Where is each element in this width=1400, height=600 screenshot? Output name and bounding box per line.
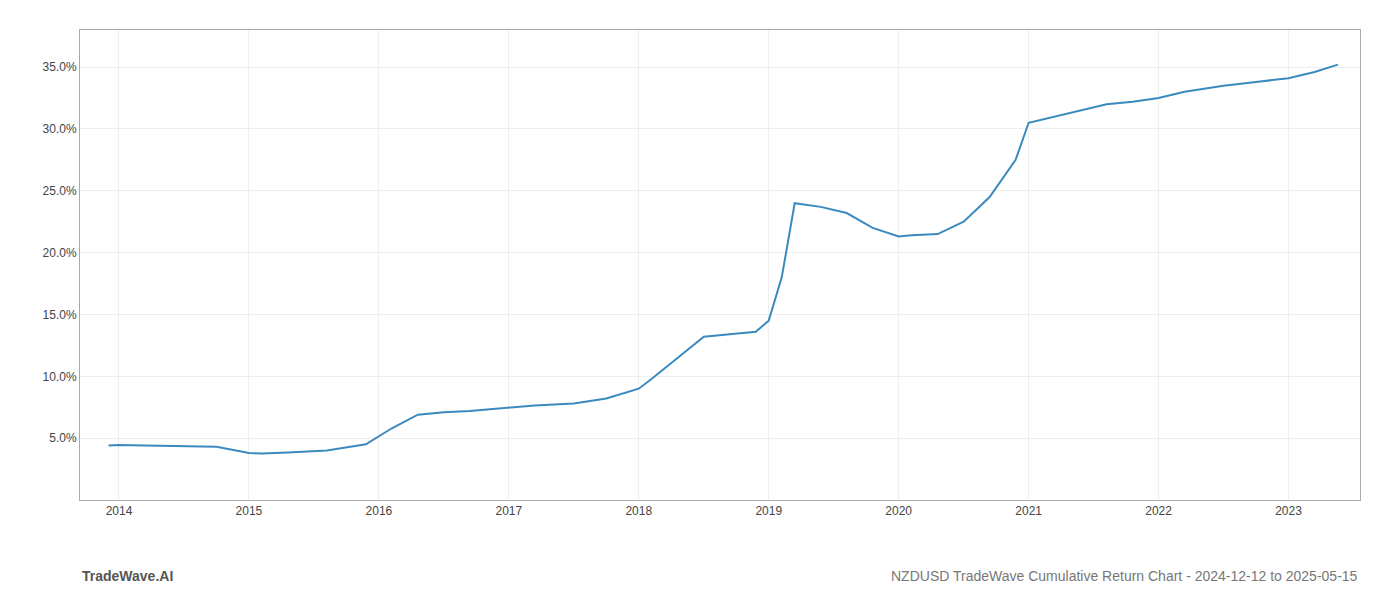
svg-text:2014: 2014 — [106, 504, 133, 518]
svg-text:TradeWave.AI: TradeWave.AI — [82, 568, 173, 584]
svg-text:2015: 2015 — [236, 504, 263, 518]
svg-text:2021: 2021 — [1015, 504, 1042, 518]
svg-text:25.0%: 25.0% — [43, 184, 77, 198]
svg-text:2019: 2019 — [755, 504, 782, 518]
svg-text:5.0%: 5.0% — [49, 431, 77, 445]
svg-text:30.0%: 30.0% — [43, 122, 77, 136]
svg-text:10.0%: 10.0% — [43, 370, 77, 384]
svg-text:35.0%: 35.0% — [43, 60, 77, 74]
svg-text:2023: 2023 — [1275, 504, 1302, 518]
svg-text:2022: 2022 — [1145, 504, 1172, 518]
svg-text:2020: 2020 — [885, 504, 912, 518]
svg-text:2016: 2016 — [366, 504, 393, 518]
svg-text:2018: 2018 — [625, 504, 652, 518]
svg-text:NZDUSD TradeWave Cumulative Re: NZDUSD TradeWave Cumulative Return Chart… — [891, 568, 1358, 584]
svg-text:2017: 2017 — [495, 504, 522, 518]
svg-text:15.0%: 15.0% — [43, 308, 77, 322]
svg-text:20.0%: 20.0% — [43, 246, 77, 260]
